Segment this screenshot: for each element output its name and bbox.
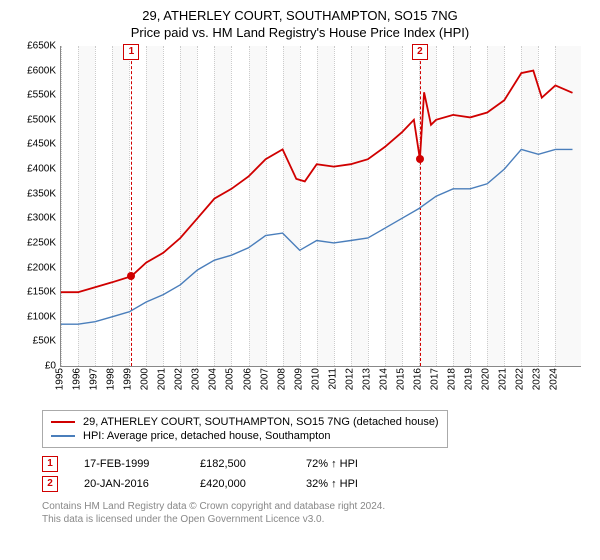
y-tick-label: £600K bbox=[27, 65, 56, 76]
x-tick-label: 2003 bbox=[191, 368, 202, 390]
x-tick-label: 1995 bbox=[55, 368, 66, 390]
x-tick-label: 2011 bbox=[327, 368, 338, 390]
y-tick-label: £250K bbox=[27, 237, 56, 248]
x-tick-label: 1996 bbox=[72, 368, 83, 390]
x-tick-label: 2002 bbox=[174, 368, 185, 390]
x-tick-label: 2007 bbox=[259, 368, 270, 390]
y-tick-label: £100K bbox=[27, 311, 56, 322]
x-tick-label: 2006 bbox=[242, 368, 253, 390]
x-tick-label: 2001 bbox=[157, 368, 168, 390]
x-tick-label: 2000 bbox=[140, 368, 151, 390]
series-hpi bbox=[61, 149, 573, 324]
x-tick-label: 2012 bbox=[344, 368, 355, 390]
plot-area: £0£50K£100K£150K£200K£250K£300K£350K£400… bbox=[12, 46, 588, 406]
sale-vs-hpi: 72% ↑ HPI bbox=[306, 458, 358, 470]
line-series-svg bbox=[61, 46, 581, 366]
x-tick-label: 2024 bbox=[549, 368, 560, 390]
y-tick-label: £400K bbox=[27, 164, 56, 175]
x-tick-label: 2021 bbox=[498, 368, 509, 390]
legend-label: 29, ATHERLEY COURT, SOUTHAMPTON, SO15 7N… bbox=[83, 416, 439, 428]
title-block: 29, ATHERLEY COURT, SOUTHAMPTON, SO15 7N… bbox=[12, 8, 588, 40]
y-tick-label: £550K bbox=[27, 90, 56, 101]
y-axis: £0£50K£100K£150K£200K£250K£300K£350K£400… bbox=[12, 46, 56, 366]
y-tick-label: £500K bbox=[27, 114, 56, 125]
x-tick-label: 2014 bbox=[378, 368, 389, 390]
sale-marker: 2 bbox=[412, 44, 428, 60]
sale-price: £182,500 bbox=[200, 458, 280, 470]
sale-date: 17-FEB-1999 bbox=[84, 458, 174, 470]
plot-inner: 12 bbox=[60, 46, 581, 367]
x-tick-label: 2016 bbox=[413, 368, 424, 390]
y-tick-label: £50K bbox=[33, 336, 56, 347]
legend-item: HPI: Average price, detached house, Sout… bbox=[51, 429, 439, 443]
sale-dot bbox=[416, 155, 424, 163]
x-tick-label: 2020 bbox=[481, 368, 492, 390]
sale-vs-hpi: 32% ↑ HPI bbox=[306, 478, 358, 490]
y-tick-label: £450K bbox=[27, 139, 56, 150]
y-tick-label: £200K bbox=[27, 262, 56, 273]
x-tick-label: 2004 bbox=[208, 368, 219, 390]
legend-label: HPI: Average price, detached house, Sout… bbox=[83, 430, 330, 442]
x-tick-label: 2023 bbox=[532, 368, 543, 390]
x-tick-label: 2015 bbox=[395, 368, 406, 390]
sale-date: 20-JAN-2016 bbox=[84, 478, 174, 490]
sale-index-box: 2 bbox=[42, 476, 58, 492]
x-tick-label: 1998 bbox=[106, 368, 117, 390]
footer-line1: Contains HM Land Registry data © Crown c… bbox=[42, 500, 588, 513]
sale-index-box: 1 bbox=[42, 456, 58, 472]
sale-dot bbox=[127, 272, 135, 280]
x-tick-label: 2022 bbox=[515, 368, 526, 390]
x-tick-label: 1999 bbox=[123, 368, 134, 390]
y-tick-label: £300K bbox=[27, 213, 56, 224]
legend-swatch bbox=[51, 435, 75, 437]
x-tick-label: 2009 bbox=[293, 368, 304, 390]
chart-title: 29, ATHERLEY COURT, SOUTHAMPTON, SO15 7N… bbox=[12, 8, 588, 23]
x-axis: 1995199619971998199920002001200220032004… bbox=[60, 368, 580, 406]
x-tick-label: 1997 bbox=[89, 368, 100, 390]
sale-price: £420,000 bbox=[200, 478, 280, 490]
series-price_paid bbox=[61, 71, 573, 293]
legend-item: 29, ATHERLEY COURT, SOUTHAMPTON, SO15 7N… bbox=[51, 415, 439, 429]
chart-subtitle: Price paid vs. HM Land Registry's House … bbox=[12, 25, 588, 40]
x-tick-label: 2019 bbox=[464, 368, 475, 390]
x-tick-label: 2017 bbox=[430, 368, 441, 390]
sales-table: 1 17-FEB-1999 £182,500 72% ↑ HPI 2 20-JAN-201… bbox=[42, 454, 588, 494]
y-tick-label: £150K bbox=[27, 287, 56, 298]
x-tick-label: 2018 bbox=[447, 368, 458, 390]
footer-line2: This data is licensed under the Open Gov… bbox=[42, 513, 588, 526]
x-tick-label: 2008 bbox=[276, 368, 287, 390]
sale-row: 1 17-FEB-1999 £182,500 72% ↑ HPI bbox=[42, 454, 588, 474]
y-tick-label: £350K bbox=[27, 188, 56, 199]
chart-container: 29, ATHERLEY COURT, SOUTHAMPTON, SO15 7N… bbox=[0, 0, 600, 532]
x-tick-label: 2010 bbox=[310, 368, 321, 390]
sale-row: 2 20-JAN-2016 £420,000 32% ↑ HPI bbox=[42, 474, 588, 494]
x-tick-label: 2005 bbox=[225, 368, 236, 390]
legend: 29, ATHERLEY COURT, SOUTHAMPTON, SO15 7N… bbox=[42, 410, 448, 448]
sale-marker: 1 bbox=[123, 44, 139, 60]
x-tick-label: 2013 bbox=[361, 368, 372, 390]
y-tick-label: £650K bbox=[27, 41, 56, 52]
footer: Contains HM Land Registry data © Crown c… bbox=[42, 500, 588, 526]
legend-swatch bbox=[51, 421, 75, 423]
